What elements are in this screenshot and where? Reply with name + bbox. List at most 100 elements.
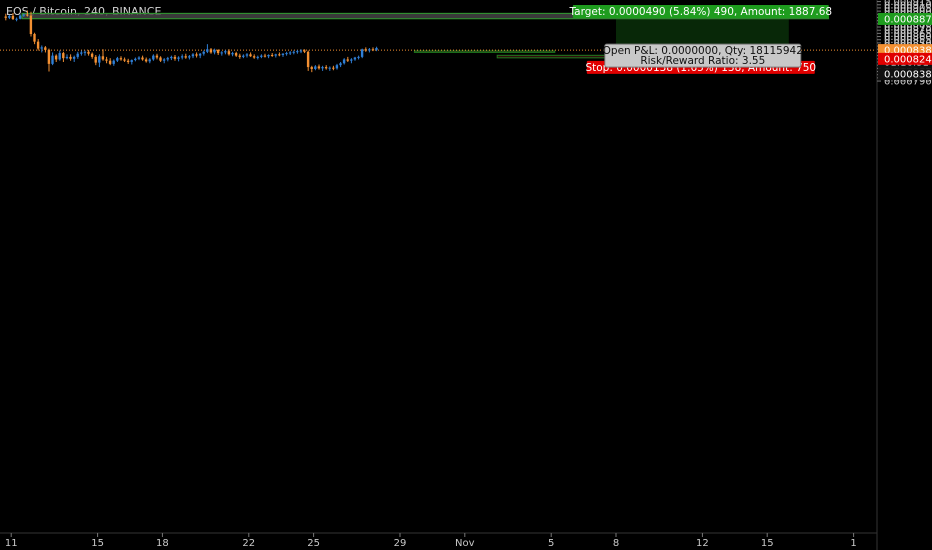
candle-body xyxy=(206,49,209,52)
candle-body xyxy=(296,51,299,53)
candle-body xyxy=(94,56,97,63)
candle-body xyxy=(281,53,285,55)
candle-body xyxy=(274,54,277,56)
candle-body xyxy=(357,56,360,58)
candle-body xyxy=(29,15,33,35)
candle-body xyxy=(47,49,51,64)
pnl-label: Open P&L: 0.0000000, Qty: 18115942 xyxy=(603,45,803,57)
candle-body xyxy=(4,16,7,18)
candle-body xyxy=(224,51,227,53)
candle-body xyxy=(324,67,328,69)
candle-body xyxy=(191,54,195,57)
candle-body xyxy=(72,56,76,59)
stop-price-tag: 0.0008249 xyxy=(884,54,932,65)
x-tick-label: Nov xyxy=(455,538,475,549)
candle-body xyxy=(76,53,79,57)
candle-body xyxy=(134,58,137,61)
candle-body xyxy=(26,14,29,16)
candle-body xyxy=(105,59,108,61)
candle-body xyxy=(360,49,364,57)
candle-body xyxy=(15,18,18,20)
candle-body xyxy=(245,54,249,56)
x-tick-label: 29 xyxy=(394,538,407,549)
candle-body xyxy=(180,56,184,58)
candle-body xyxy=(58,53,61,60)
candle-body xyxy=(288,52,292,54)
candle-body xyxy=(148,59,151,62)
rr-label: Risk/Reward Ratio: 3.55 xyxy=(640,55,765,67)
candle-body xyxy=(346,59,349,61)
candle-body xyxy=(69,56,72,59)
stop-price-tag-box xyxy=(878,52,932,65)
candle-body xyxy=(263,55,267,57)
candle-body xyxy=(270,54,274,56)
candle-body xyxy=(80,52,83,54)
current-price-tag: 0.0008387 xyxy=(884,46,932,57)
candle-body xyxy=(317,66,321,69)
candle-body xyxy=(328,67,331,69)
candle-body xyxy=(299,50,303,52)
candle-body xyxy=(364,49,367,51)
candle-body xyxy=(375,47,378,50)
candle-body xyxy=(260,55,263,57)
candle-body xyxy=(234,53,238,56)
candle-body xyxy=(231,53,234,55)
candle-body xyxy=(335,65,339,69)
candle-body xyxy=(83,51,87,53)
candle-body xyxy=(292,51,295,53)
candle-body xyxy=(108,60,112,64)
candle-body xyxy=(285,53,288,55)
x-tick-label: 22 xyxy=(242,538,255,549)
candle-body xyxy=(353,57,357,60)
candle-body xyxy=(90,53,94,57)
target-price-tag-box xyxy=(878,12,932,25)
candle-body xyxy=(332,67,335,69)
x-tick-label: 25 xyxy=(307,538,320,549)
candle-body xyxy=(119,58,123,60)
candle-body xyxy=(65,56,69,59)
candle-body xyxy=(11,15,15,20)
candle-body xyxy=(342,59,346,64)
candle-body xyxy=(87,51,90,54)
candle-body xyxy=(44,47,47,50)
candle-body xyxy=(173,56,177,59)
candle-body xyxy=(141,57,144,60)
candle-body xyxy=(155,55,159,58)
candle-body xyxy=(101,56,105,60)
candle-body xyxy=(242,55,245,57)
candle-body xyxy=(220,52,223,54)
candle-body xyxy=(202,51,205,54)
x-tick-label: 18 xyxy=(156,538,169,549)
entry-price-box xyxy=(878,68,932,81)
candle-body xyxy=(278,54,281,56)
candle-body xyxy=(184,56,187,58)
candle-body xyxy=(238,55,241,57)
target-label-box xyxy=(572,4,829,18)
zone-rect xyxy=(413,50,556,53)
candle-body xyxy=(252,56,256,58)
x-tick-label: 15 xyxy=(91,538,104,549)
candle-body xyxy=(303,50,306,52)
candle-body xyxy=(18,15,22,19)
candle-body xyxy=(130,60,133,62)
candle-body xyxy=(339,63,342,66)
candle-body xyxy=(166,58,169,60)
candle-body xyxy=(8,15,11,18)
target-price-tag: 0.0008877 xyxy=(884,14,932,25)
x-tick-label: 8 xyxy=(613,538,619,549)
candle-body xyxy=(213,49,216,53)
x-tick-label: 15 xyxy=(761,538,774,549)
candle-body xyxy=(116,58,119,61)
candle-body xyxy=(62,53,65,59)
candle-body xyxy=(321,67,324,69)
candle-body xyxy=(371,49,375,51)
candle-body xyxy=(216,49,220,54)
candle-body xyxy=(314,66,317,69)
candle-body xyxy=(195,54,198,56)
